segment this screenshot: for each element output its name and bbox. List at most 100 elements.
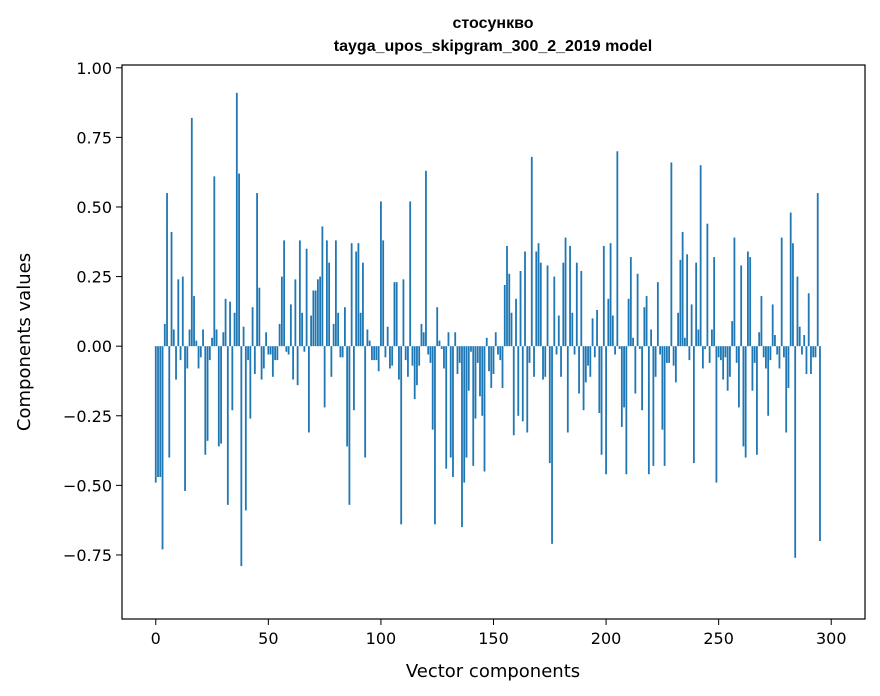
bar: [674, 346, 677, 383]
bar: [260, 346, 263, 380]
bar: [738, 346, 740, 408]
bar: [681, 232, 684, 347]
bar: [348, 346, 351, 505]
bar: [294, 279, 297, 347]
y-tick-label: −0.50: [63, 476, 112, 495]
bar: [346, 346, 349, 447]
bar: [747, 251, 749, 347]
bar: [359, 312, 362, 347]
bar: [663, 346, 666, 466]
bar: [364, 346, 367, 458]
bar: [688, 346, 691, 361]
bar: [413, 346, 416, 400]
bar: [600, 346, 603, 455]
bar: [510, 312, 513, 347]
bar: [506, 245, 508, 347]
bar: [803, 335, 806, 347]
bar: [501, 346, 504, 388]
bar: [578, 346, 580, 394]
bar: [528, 346, 531, 363]
bar: [494, 332, 497, 347]
bar: [690, 304, 693, 347]
bar: [744, 346, 747, 458]
bar: [778, 346, 781, 369]
bar: [625, 346, 628, 475]
bar: [677, 312, 680, 347]
bar: [452, 346, 454, 478]
bar: [159, 346, 162, 478]
bar: [580, 271, 583, 347]
bar: [785, 346, 788, 433]
bar: [386, 326, 389, 347]
bar: [240, 346, 243, 567]
bar: [384, 346, 387, 358]
bar: [801, 346, 803, 355]
bar: [758, 332, 761, 347]
bar: [296, 346, 299, 386]
bar: [256, 193, 258, 347]
y-tick-label: 0.25: [76, 268, 112, 287]
bar: [323, 346, 326, 408]
bar: [765, 346, 767, 369]
bar: [787, 346, 790, 388]
bar: [411, 346, 414, 366]
x-tick-label: 100: [366, 629, 397, 648]
bar: [593, 346, 596, 358]
bar: [537, 243, 540, 347]
x-tick-label: 150: [478, 629, 509, 648]
bar: [195, 340, 198, 347]
bar: [708, 346, 711, 363]
bar: [312, 290, 315, 347]
bar: [334, 240, 337, 347]
bar: [807, 293, 810, 347]
bar: [278, 323, 281, 347]
bar: [609, 243, 612, 347]
bar: [436, 307, 439, 347]
bar: [661, 346, 664, 430]
x-tick-label: 200: [591, 629, 622, 648]
y-axis-ticks: −0.75 −0.50 −0.25 0.00 0.25 0.50 0.75 1.00: [63, 59, 122, 565]
bar: [616, 151, 619, 347]
bar: [814, 346, 817, 358]
bar: [670, 162, 673, 347]
bar: [398, 346, 400, 380]
bar: [161, 346, 164, 550]
bar: [686, 254, 689, 347]
bar: [515, 298, 517, 347]
bar: [407, 346, 409, 377]
bar: [154, 346, 157, 483]
bar: [706, 223, 709, 347]
bar: [305, 248, 308, 347]
bar: [605, 346, 607, 475]
bar: [632, 337, 634, 347]
bar: [767, 346, 770, 416]
bar: [602, 245, 605, 347]
bar: [350, 243, 353, 347]
bar: [742, 346, 745, 447]
bar: [726, 346, 729, 391]
bar: [819, 346, 821, 542]
bar: [499, 346, 502, 361]
bar: [704, 346, 707, 349]
bar: [618, 346, 621, 349]
bar: [668, 346, 671, 363]
bar: [269, 346, 272, 355]
bar: [341, 346, 344, 358]
bar: [186, 346, 189, 369]
bar: [170, 232, 173, 347]
bar: [251, 307, 254, 347]
bar: [404, 346, 407, 361]
bar: [321, 226, 324, 347]
bar: [181, 276, 184, 347]
x-axis-label: Vector components: [406, 661, 580, 682]
bar: [701, 346, 704, 369]
bar: [287, 346, 290, 355]
bar: [274, 346, 276, 361]
bar: [794, 346, 797, 558]
bar: [553, 276, 556, 347]
bar: [163, 323, 166, 347]
bar: [517, 346, 520, 416]
bar: [177, 279, 180, 347]
bar: [190, 117, 193, 347]
